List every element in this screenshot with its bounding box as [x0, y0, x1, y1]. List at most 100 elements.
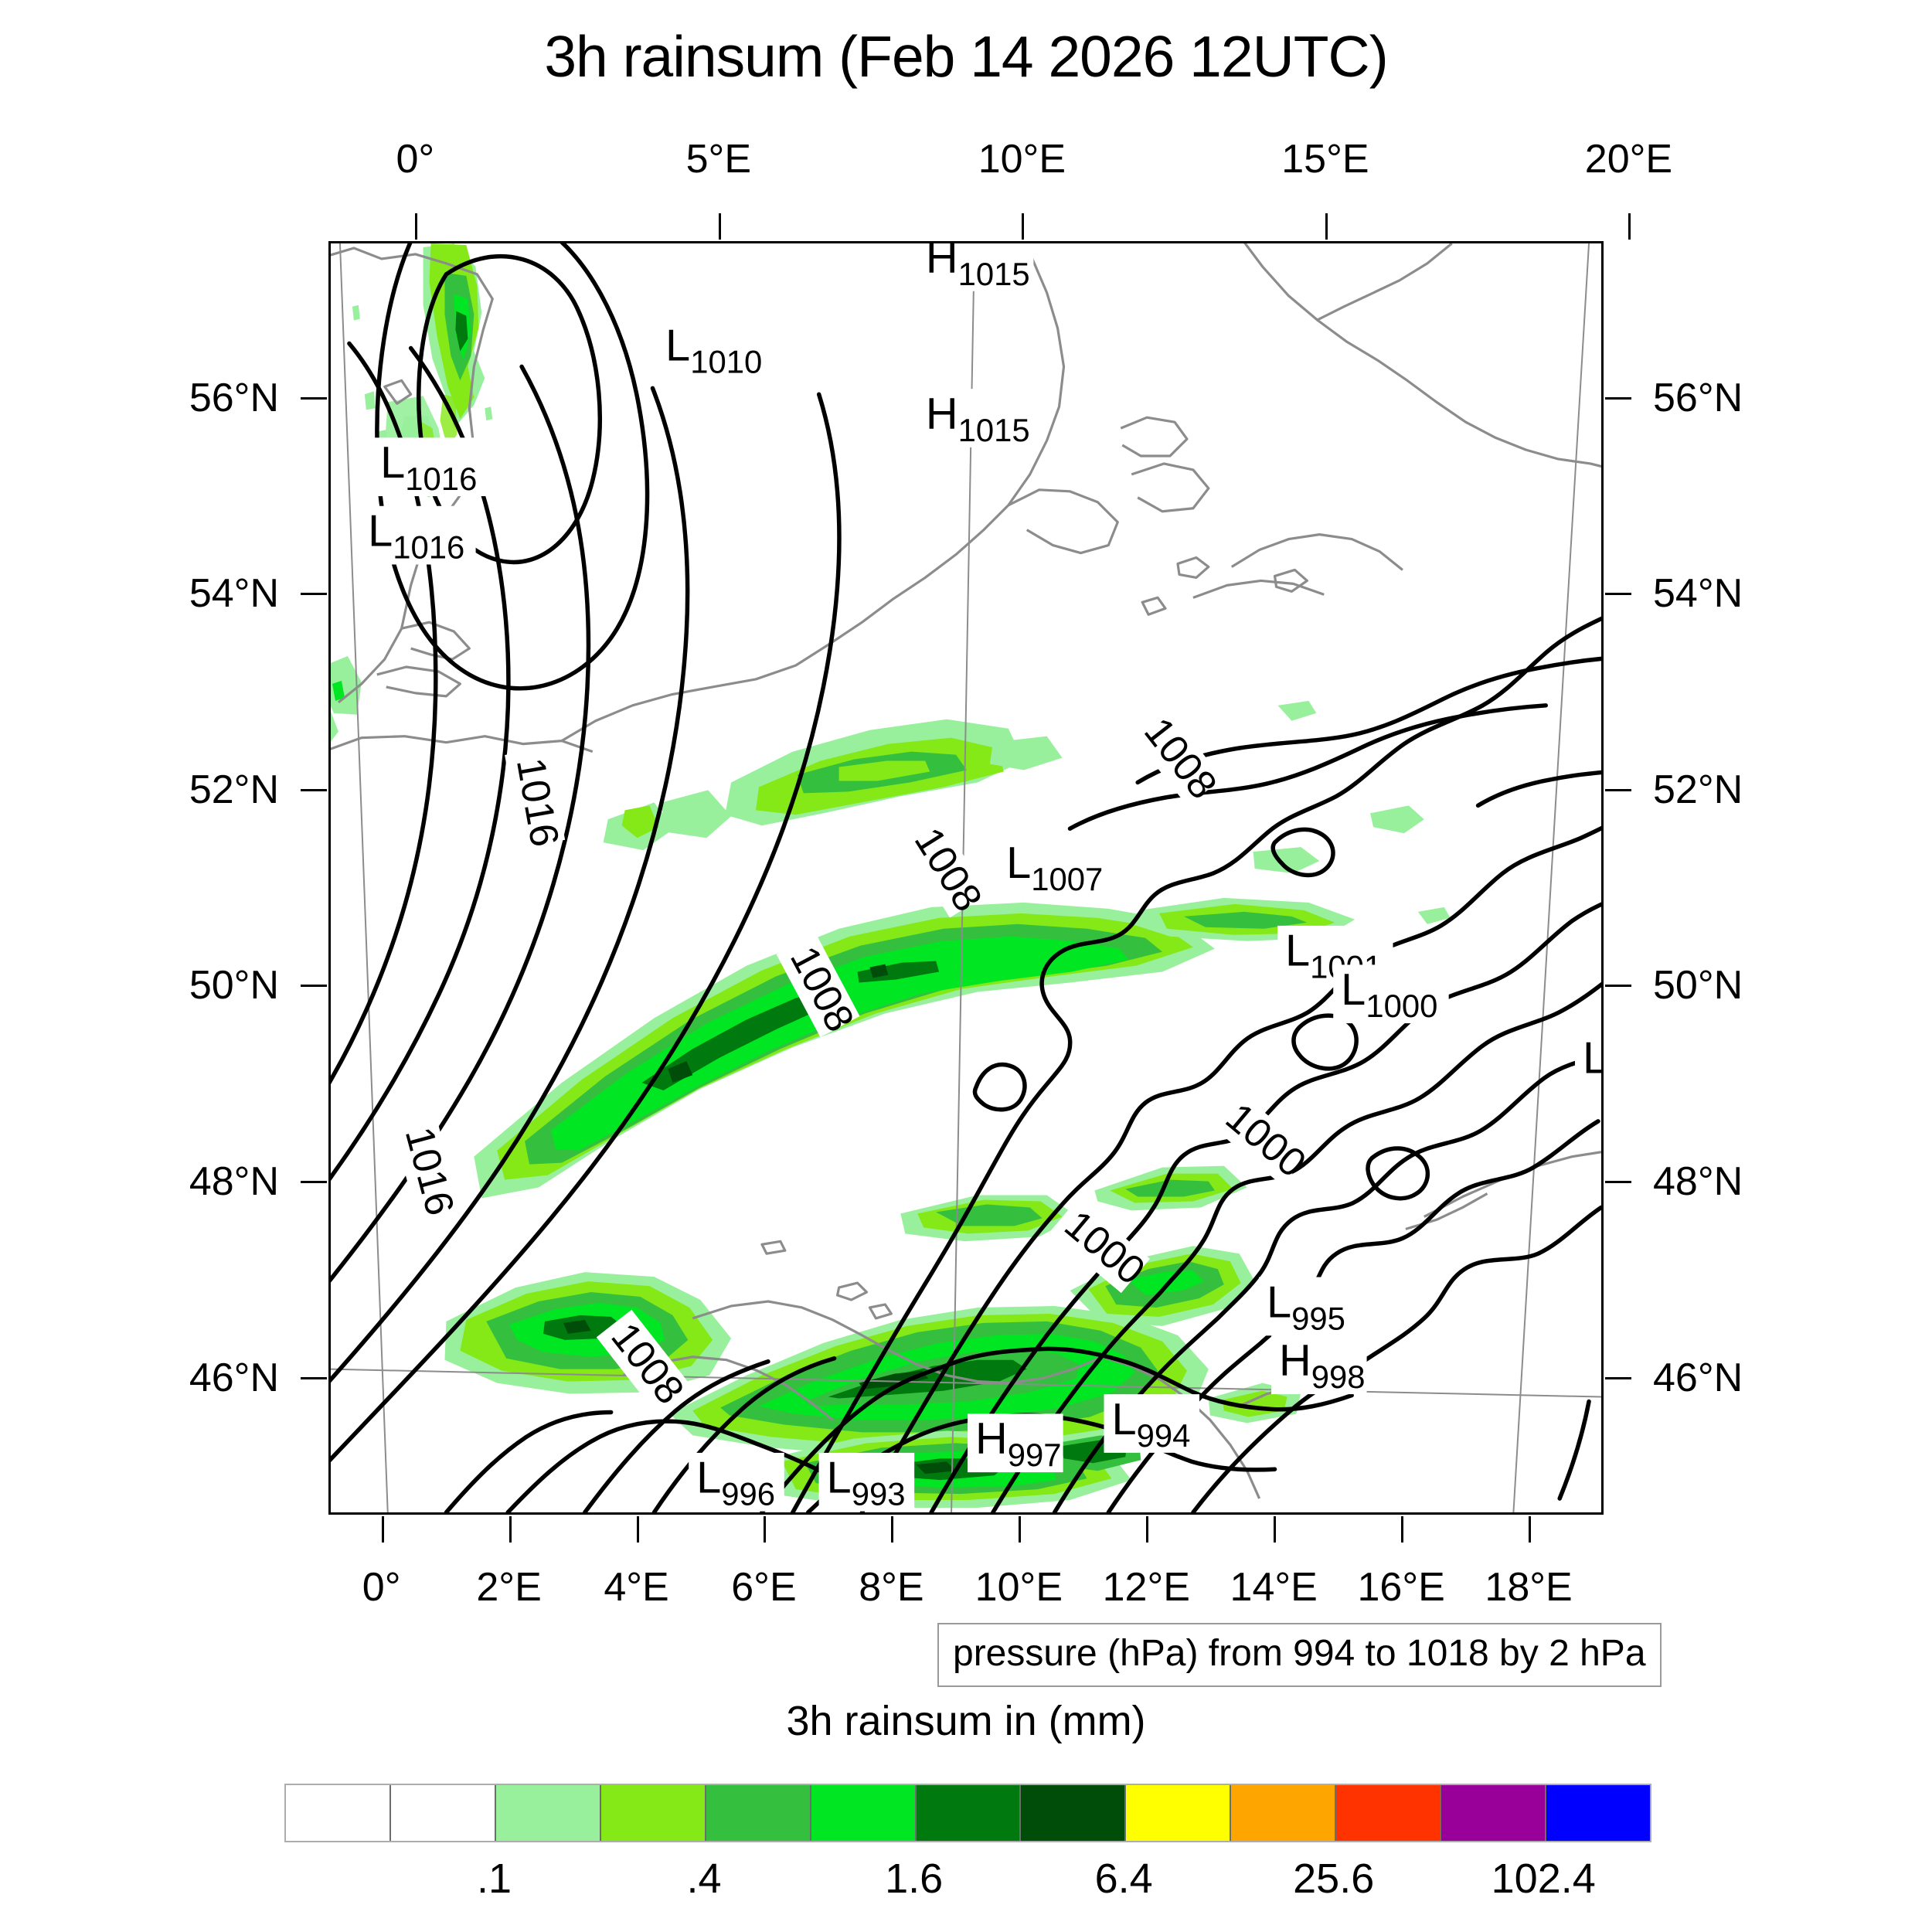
tick-mark-bottom-5: [1019, 1516, 1022, 1543]
colorbar-cell-5[interactable]: [811, 1785, 917, 1841]
tick-mark-bottom-4: [891, 1516, 894, 1543]
colorbar-cell-11[interactable]: [1441, 1785, 1547, 1841]
pressure-legend-text: pressure (hPa) from 994 to 1018 by 2 hPa: [953, 1633, 1646, 1674]
contour-label-1016-0: 1016: [505, 747, 568, 850]
colorbar-tick-label-1: .4: [686, 1855, 722, 1902]
colorbar-cell-6[interactable]: [916, 1785, 1022, 1841]
pressure-center-l-994: L994: [1104, 1394, 1200, 1454]
tick-label-right-0: 56°N: [1653, 375, 1743, 420]
tick-label-right-2: 52°N: [1653, 767, 1743, 812]
tick-mark-right-5: [1605, 1376, 1631, 1379]
tick-label-bottom-0: 0°: [362, 1565, 401, 1610]
colorbar-cell-8[interactable]: [1126, 1785, 1232, 1841]
tick-mark-left-3: [301, 985, 327, 988]
page-title: 3h rainsum (Feb 14 2026 12UTC): [544, 24, 1388, 89]
pressure-center-l-1007: L1007: [998, 838, 1114, 897]
colorbar-tick-label-4: 25.6: [1293, 1855, 1375, 1902]
tick-mark-top-3: [1325, 213, 1328, 240]
precipitation-shading: [331, 243, 1451, 1509]
colorbar-cell-1[interactable]: [390, 1785, 496, 1841]
tick-label-bottom-1: 2°E: [476, 1565, 542, 1610]
tick-label-bottom-9: 18°E: [1485, 1565, 1573, 1610]
svg-text:L993: L993: [827, 1454, 906, 1512]
colorbar-cell-3[interactable]: [600, 1785, 706, 1841]
tick-mark-top-0: [415, 213, 418, 240]
tick-label-bottom-3: 6°E: [731, 1565, 797, 1610]
tick-mark-top-1: [718, 213, 721, 240]
tick-mark-right-4: [1605, 1180, 1631, 1183]
map-canvas: L1010H1015H1015L1016L1016L1007L1001L1000…: [331, 243, 1601, 1512]
pressure-center-l-996: L996: [689, 1452, 784, 1512]
tick-mark-left-1: [301, 593, 327, 596]
colorbar-cell-12[interactable]: [1546, 1785, 1650, 1841]
tick-label-bottom-8: 16°E: [1357, 1565, 1445, 1610]
pressure-center-l-993: L993: [818, 1452, 915, 1512]
tick-label-bottom-5: 10°E: [975, 1565, 1063, 1610]
tick-label-bottom-6: 12°E: [1102, 1565, 1190, 1610]
tick-label-left-5: 46°N: [189, 1355, 279, 1400]
colorbar-cell-0[interactable]: [286, 1785, 391, 1841]
tick-mark-bottom-9: [1529, 1516, 1532, 1543]
tick-mark-right-0: [1605, 396, 1631, 400]
tick-mark-right-1: [1605, 593, 1631, 596]
pressure-legend-box: pressure (hPa) from 994 to 1018 by 2 hPa: [937, 1623, 1662, 1687]
svg-text:1008: 1008: [906, 820, 992, 919]
pressure-center-l-10: L10: [1574, 1032, 1601, 1093]
tick-label-top-3: 15°E: [1281, 137, 1369, 182]
tick-mark-top-4: [1628, 213, 1631, 240]
tick-label-right-3: 50°N: [1653, 963, 1743, 1009]
pressure-center-l-1016: L1016: [372, 437, 488, 497]
tick-label-left-0: 56°N: [189, 375, 279, 420]
svg-text:L10: L10: [1583, 1034, 1601, 1093]
tick-label-left-1: 54°N: [189, 571, 279, 617]
tick-label-bottom-7: 14°E: [1230, 1565, 1318, 1610]
tick-mark-left-4: [301, 1180, 327, 1183]
colorbar-tick-label-3: 6.4: [1094, 1855, 1153, 1902]
pressure-center-l-1016: L1016: [360, 505, 476, 565]
tick-label-left-3: 50°N: [189, 963, 279, 1009]
tick-mark-bottom-3: [764, 1516, 767, 1543]
pressure-center-l-995: L995: [1258, 1277, 1355, 1336]
contour-label-1008-3: 1008: [900, 814, 992, 919]
tick-mark-bottom-6: [1146, 1516, 1149, 1543]
tick-mark-right-2: [1605, 788, 1631, 791]
tick-label-top-0: 0°: [396, 137, 435, 182]
tick-mark-left-5: [301, 1376, 327, 1379]
colorbar-cell-9[interactable]: [1231, 1785, 1337, 1841]
tick-label-top-4: 20°E: [1584, 137, 1673, 182]
colorbar-title: 3h rainsum in (mm): [786, 1698, 1146, 1744]
tick-mark-bottom-7: [1274, 1516, 1277, 1543]
pressure-center-l-1000: L1000: [1333, 964, 1449, 1024]
pressure-center-h-1015: H1015: [917, 389, 1034, 448]
tick-label-bottom-2: 4°E: [604, 1565, 669, 1610]
colorbar-cell-7[interactable]: [1021, 1785, 1127, 1841]
pressure-center-l-1010: L1010: [658, 320, 774, 380]
pressure-center-h-997: H997: [968, 1413, 1063, 1473]
pressure-center-labels: L1010H1015H1015L1016L1016L1007L1001L1000…: [360, 243, 1601, 1512]
tick-mark-bottom-0: [381, 1516, 384, 1543]
contour-label-1016-1: 1016: [393, 1115, 463, 1220]
colorbar[interactable]: [284, 1784, 1651, 1842]
colorbar-cell-10[interactable]: [1336, 1785, 1442, 1841]
tick-label-left-2: 52°N: [189, 767, 279, 812]
tick-label-right-4: 48°N: [1653, 1158, 1743, 1204]
tick-label-bottom-4: 8°E: [859, 1565, 924, 1610]
tick-label-top-1: 5°E: [685, 137, 752, 182]
colorbar-tick-label-0: .1: [477, 1855, 512, 1902]
tick-mark-left-2: [301, 788, 327, 791]
tick-label-right-5: 46°N: [1653, 1355, 1743, 1400]
tick-mark-right-3: [1605, 985, 1631, 988]
tick-mark-left-0: [301, 396, 327, 400]
tick-mark-bottom-1: [509, 1516, 512, 1543]
pressure-center-h-1015: H1015: [917, 243, 1034, 292]
colorbar-cell-2[interactable]: [495, 1785, 601, 1841]
weather-map[interactable]: L1010H1015H1015L1016L1016L1007L1001L1000…: [328, 241, 1604, 1515]
colorbar-cell-4[interactable]: [706, 1785, 811, 1841]
colorbar-tick-label-5: 102.4: [1491, 1855, 1596, 1902]
colorbar-tick-label-2: 1.6: [885, 1855, 944, 1902]
tick-label-top-2: 10°E: [978, 137, 1066, 182]
svg-text:1016: 1016: [509, 754, 568, 850]
tick-mark-bottom-2: [636, 1516, 639, 1543]
tick-label-left-4: 48°N: [189, 1158, 279, 1204]
